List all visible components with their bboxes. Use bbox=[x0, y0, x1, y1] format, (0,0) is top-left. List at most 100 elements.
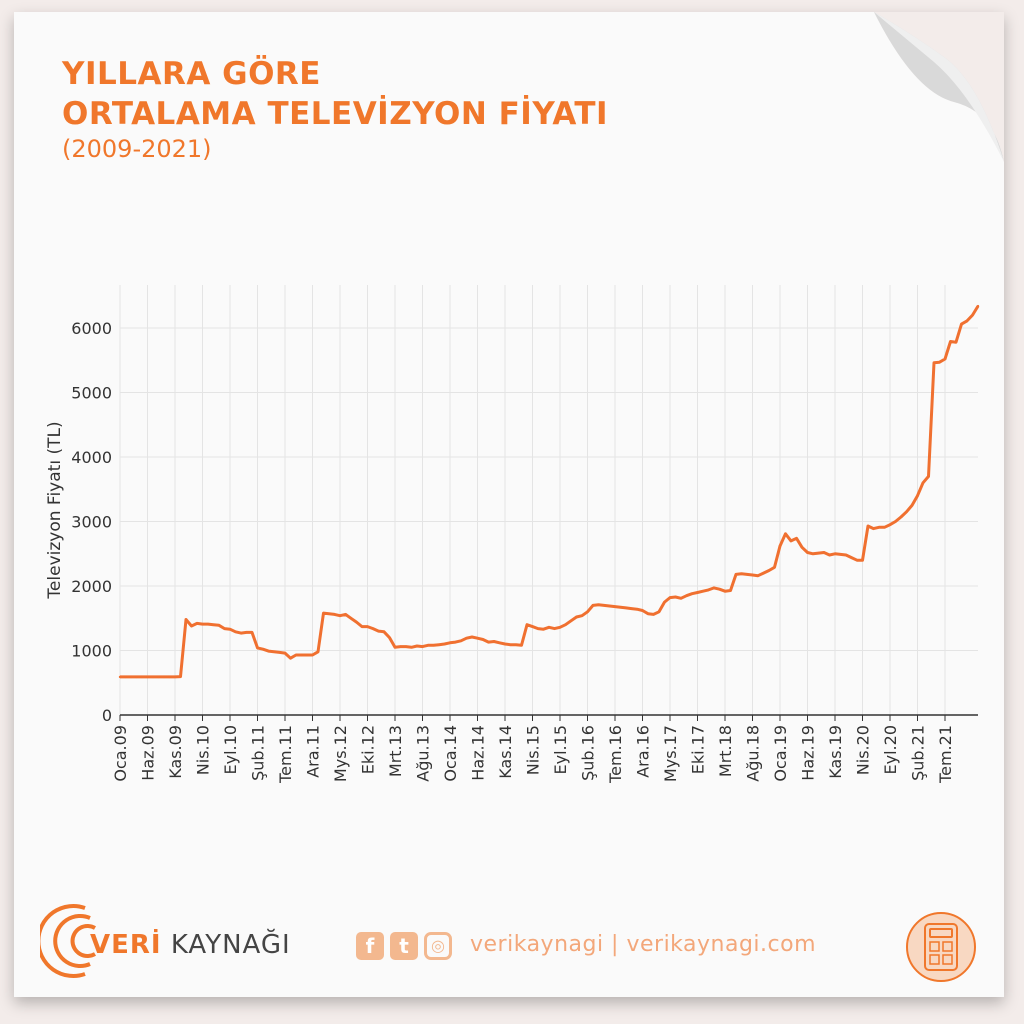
data-point bbox=[443, 642, 446, 646]
data-point bbox=[800, 546, 804, 549]
data-point bbox=[289, 657, 292, 660]
data-point bbox=[679, 597, 683, 600]
data-point bbox=[426, 644, 430, 647]
facebook-icon[interactable]: f bbox=[356, 932, 384, 960]
data-point bbox=[630, 607, 633, 610]
data-point bbox=[371, 627, 375, 630]
data-point bbox=[410, 646, 413, 649]
x-tick-label: Eyl.20 bbox=[881, 725, 900, 774]
data-point bbox=[932, 361, 936, 365]
x-tick-label: Ağu.18 bbox=[744, 725, 763, 782]
data-point bbox=[520, 644, 523, 647]
twitter-icon[interactable]: t bbox=[390, 932, 418, 960]
instagram-icon[interactable]: ◎ bbox=[424, 932, 452, 960]
x-tick-label: Ara.11 bbox=[304, 725, 323, 778]
data-point bbox=[432, 644, 435, 647]
data-point bbox=[459, 639, 463, 643]
data-point bbox=[448, 641, 452, 644]
data-point bbox=[195, 622, 199, 625]
data-point bbox=[586, 610, 589, 613]
data-point bbox=[558, 626, 562, 629]
data-point bbox=[509, 643, 512, 646]
data-point bbox=[388, 636, 391, 639]
data-point bbox=[173, 675, 177, 679]
data-point bbox=[894, 520, 897, 523]
data-point bbox=[712, 586, 716, 590]
data-point bbox=[602, 604, 606, 607]
data-point bbox=[784, 532, 787, 535]
data-point bbox=[811, 552, 815, 555]
data-point bbox=[217, 624, 221, 627]
data-point bbox=[624, 606, 628, 610]
veri-kaynagi-logo-icon bbox=[40, 904, 96, 978]
data-point bbox=[613, 605, 617, 608]
data-point bbox=[421, 645, 424, 648]
data-point bbox=[949, 340, 952, 343]
data-point bbox=[503, 642, 507, 646]
data-point bbox=[536, 627, 540, 630]
data-point bbox=[888, 523, 892, 526]
data-point bbox=[338, 614, 342, 617]
data-point bbox=[344, 613, 347, 616]
data-point bbox=[382, 630, 386, 633]
data-point bbox=[206, 622, 210, 626]
data-point bbox=[839, 553, 842, 556]
x-tick-label: Ağu.13 bbox=[414, 725, 433, 782]
data-point bbox=[415, 644, 419, 648]
x-tick-label: Mys.17 bbox=[661, 725, 680, 782]
data-point bbox=[564, 623, 567, 626]
page-curl-decoration bbox=[874, 12, 1004, 162]
data-point bbox=[580, 614, 584, 617]
data-point bbox=[349, 617, 353, 620]
y-tick-label: 4000 bbox=[71, 448, 112, 467]
data-point bbox=[245, 631, 248, 634]
data-point bbox=[201, 622, 204, 626]
paper-background bbox=[14, 12, 1004, 997]
data-point bbox=[861, 559, 864, 562]
data-point bbox=[404, 645, 408, 648]
data-point bbox=[179, 675, 182, 678]
data-point bbox=[454, 640, 457, 644]
data-point bbox=[492, 640, 496, 643]
data-point bbox=[910, 504, 914, 507]
data-point bbox=[652, 613, 655, 616]
data-point bbox=[267, 649, 270, 653]
data-point bbox=[905, 510, 908, 514]
x-tick-label: Tem.21 bbox=[936, 725, 955, 784]
data-point bbox=[877, 526, 881, 529]
x-tick-label: Kas.19 bbox=[826, 725, 845, 779]
data-point bbox=[756, 574, 760, 577]
data-point bbox=[657, 610, 661, 613]
brand-veri: VERİ bbox=[90, 930, 162, 960]
data-point bbox=[646, 612, 650, 615]
data-point bbox=[239, 631, 243, 635]
x-tick-label: Eyl.10 bbox=[221, 725, 240, 774]
data-point bbox=[707, 588, 710, 592]
title-line-2: ORTALAMA TELEVİZYON FİYATI bbox=[62, 96, 609, 132]
data-point bbox=[674, 595, 677, 599]
data-point bbox=[294, 653, 298, 657]
data-point bbox=[921, 481, 925, 484]
x-tick-label: Eki.12 bbox=[359, 725, 378, 774]
data-point bbox=[124, 675, 127, 679]
y-tick-label: 5000 bbox=[71, 384, 112, 403]
data-point bbox=[146, 675, 149, 679]
social-icons: f t ◎ bbox=[356, 932, 452, 960]
data-point bbox=[608, 604, 611, 608]
x-tick-label: Oca.14 bbox=[441, 725, 460, 782]
x-tick-label: Haz.14 bbox=[469, 725, 488, 781]
y-axis-label: Televizyon Fiyatı (TL) bbox=[45, 421, 65, 599]
data-point bbox=[751, 573, 754, 577]
data-point bbox=[729, 589, 732, 592]
data-point bbox=[283, 651, 287, 655]
data-point bbox=[393, 646, 397, 649]
data-point bbox=[305, 653, 309, 657]
data-point bbox=[591, 604, 595, 607]
social-handle[interactable]: verikaynagi | verikaynagi.com bbox=[470, 932, 817, 957]
x-tick-label: Oca.09 bbox=[111, 725, 130, 782]
data-point bbox=[355, 620, 358, 624]
data-point bbox=[437, 643, 441, 646]
x-tick-label: Şub.11 bbox=[249, 725, 268, 781]
data-point bbox=[481, 638, 485, 641]
